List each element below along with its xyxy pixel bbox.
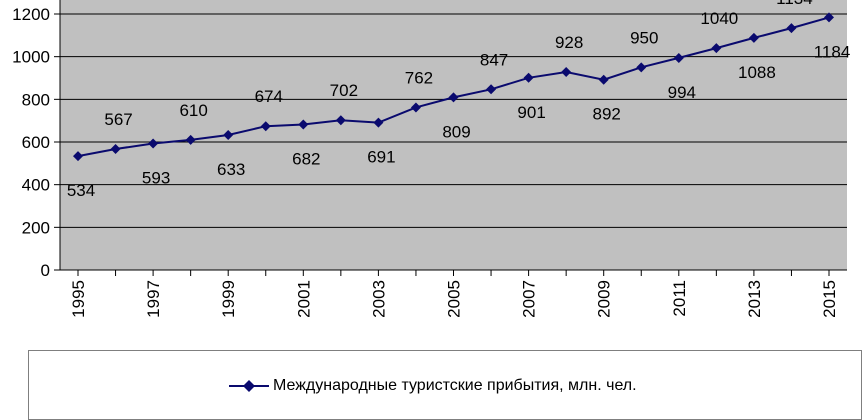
line-chart: 0 200 400 600 800 1000 1200 1995 1997 1999 2001 20… bbox=[12, 0, 850, 318]
x-tick-label: 1997 bbox=[144, 280, 163, 318]
data-label: 1088 bbox=[738, 63, 776, 82]
data-label: 1134 bbox=[776, 0, 813, 8]
data-label: 593 bbox=[142, 168, 170, 187]
data-label: 928 bbox=[555, 33, 583, 52]
data-label: 950 bbox=[630, 28, 658, 47]
x-tick-label: 1999 bbox=[219, 280, 238, 318]
y-axis-ticks: 0 200 400 600 800 1000 1200 bbox=[12, 5, 60, 280]
data-point-marker bbox=[711, 43, 722, 54]
data-point-marker bbox=[486, 84, 497, 95]
x-tick-label: 2003 bbox=[369, 280, 388, 318]
data-label: 762 bbox=[405, 68, 433, 87]
data-label: 847 bbox=[480, 50, 508, 69]
data-point-marker bbox=[673, 52, 684, 63]
data-point-marker bbox=[523, 72, 534, 83]
legend-marker-icon bbox=[229, 380, 269, 392]
data-label: 682 bbox=[292, 150, 320, 169]
x-tick-label: 2005 bbox=[445, 280, 464, 318]
data-label: 610 bbox=[179, 101, 207, 120]
x-tick-label: 2007 bbox=[520, 280, 539, 318]
data-point-marker bbox=[561, 67, 572, 78]
x-tick-label: 1995 bbox=[69, 280, 88, 318]
data-label: 702 bbox=[330, 81, 358, 100]
data-label: 534 bbox=[67, 181, 95, 200]
data-point-marker bbox=[448, 92, 459, 103]
y-tick-label: 1200 bbox=[12, 5, 50, 24]
data-point-marker bbox=[748, 32, 759, 43]
data-label: 892 bbox=[593, 105, 621, 124]
data-point-marker bbox=[110, 144, 121, 155]
data-label: 567 bbox=[104, 110, 132, 129]
data-point-marker bbox=[223, 129, 234, 140]
x-tick-label: 2011 bbox=[670, 280, 689, 317]
legend-entry: Международные туристские прибытия, млн. … bbox=[229, 377, 637, 395]
data-point-marker bbox=[185, 134, 196, 145]
data-point-marker bbox=[298, 119, 309, 130]
data-label: 901 bbox=[517, 103, 545, 122]
x-tick-label: 2013 bbox=[745, 280, 764, 318]
y-tick-label: 200 bbox=[22, 218, 50, 237]
data-point-marker bbox=[824, 12, 834, 23]
y-tick-label: 400 bbox=[22, 176, 50, 195]
x-tick-label: 2001 bbox=[294, 280, 313, 318]
data-point-marker bbox=[598, 74, 609, 85]
legend-label: Международные туристские прибытия, млн. … bbox=[273, 377, 637, 394]
data-point-marker bbox=[373, 117, 384, 128]
legend: Международные туристские прибытия, млн. … bbox=[28, 350, 862, 420]
y-tick-label: 0 bbox=[41, 261, 50, 280]
data-point-marker bbox=[786, 23, 797, 34]
data-label: 674 bbox=[255, 87, 283, 106]
data-point-marker bbox=[636, 62, 647, 73]
y-tick-label: 600 bbox=[22, 133, 50, 152]
x-axis-ticks: 1995 1997 1999 2001 2003 2005 2007 2009 2011 2013… bbox=[69, 270, 839, 318]
data-label: 1184 bbox=[814, 42, 851, 61]
data-point-marker bbox=[335, 115, 346, 126]
data-point-marker bbox=[73, 151, 83, 162]
x-tick-label: 2009 bbox=[595, 280, 614, 318]
data-labels: 534 567 593 610 633 674 682 702 691 762 809 847 901 9… bbox=[67, 0, 850, 200]
data-label: 809 bbox=[442, 122, 470, 141]
series-markers bbox=[73, 12, 834, 162]
data-label: 1040 bbox=[700, 9, 738, 28]
y-tick-label: 1000 bbox=[12, 48, 50, 67]
data-point-marker bbox=[148, 138, 159, 149]
y-tick-label: 800 bbox=[22, 90, 50, 109]
data-point-marker bbox=[410, 102, 421, 113]
data-label: 994 bbox=[668, 83, 696, 102]
data-point-marker bbox=[260, 121, 271, 132]
x-tick-label: 2015 bbox=[820, 280, 839, 318]
data-label: 633 bbox=[217, 160, 245, 179]
data-label: 691 bbox=[367, 148, 395, 167]
